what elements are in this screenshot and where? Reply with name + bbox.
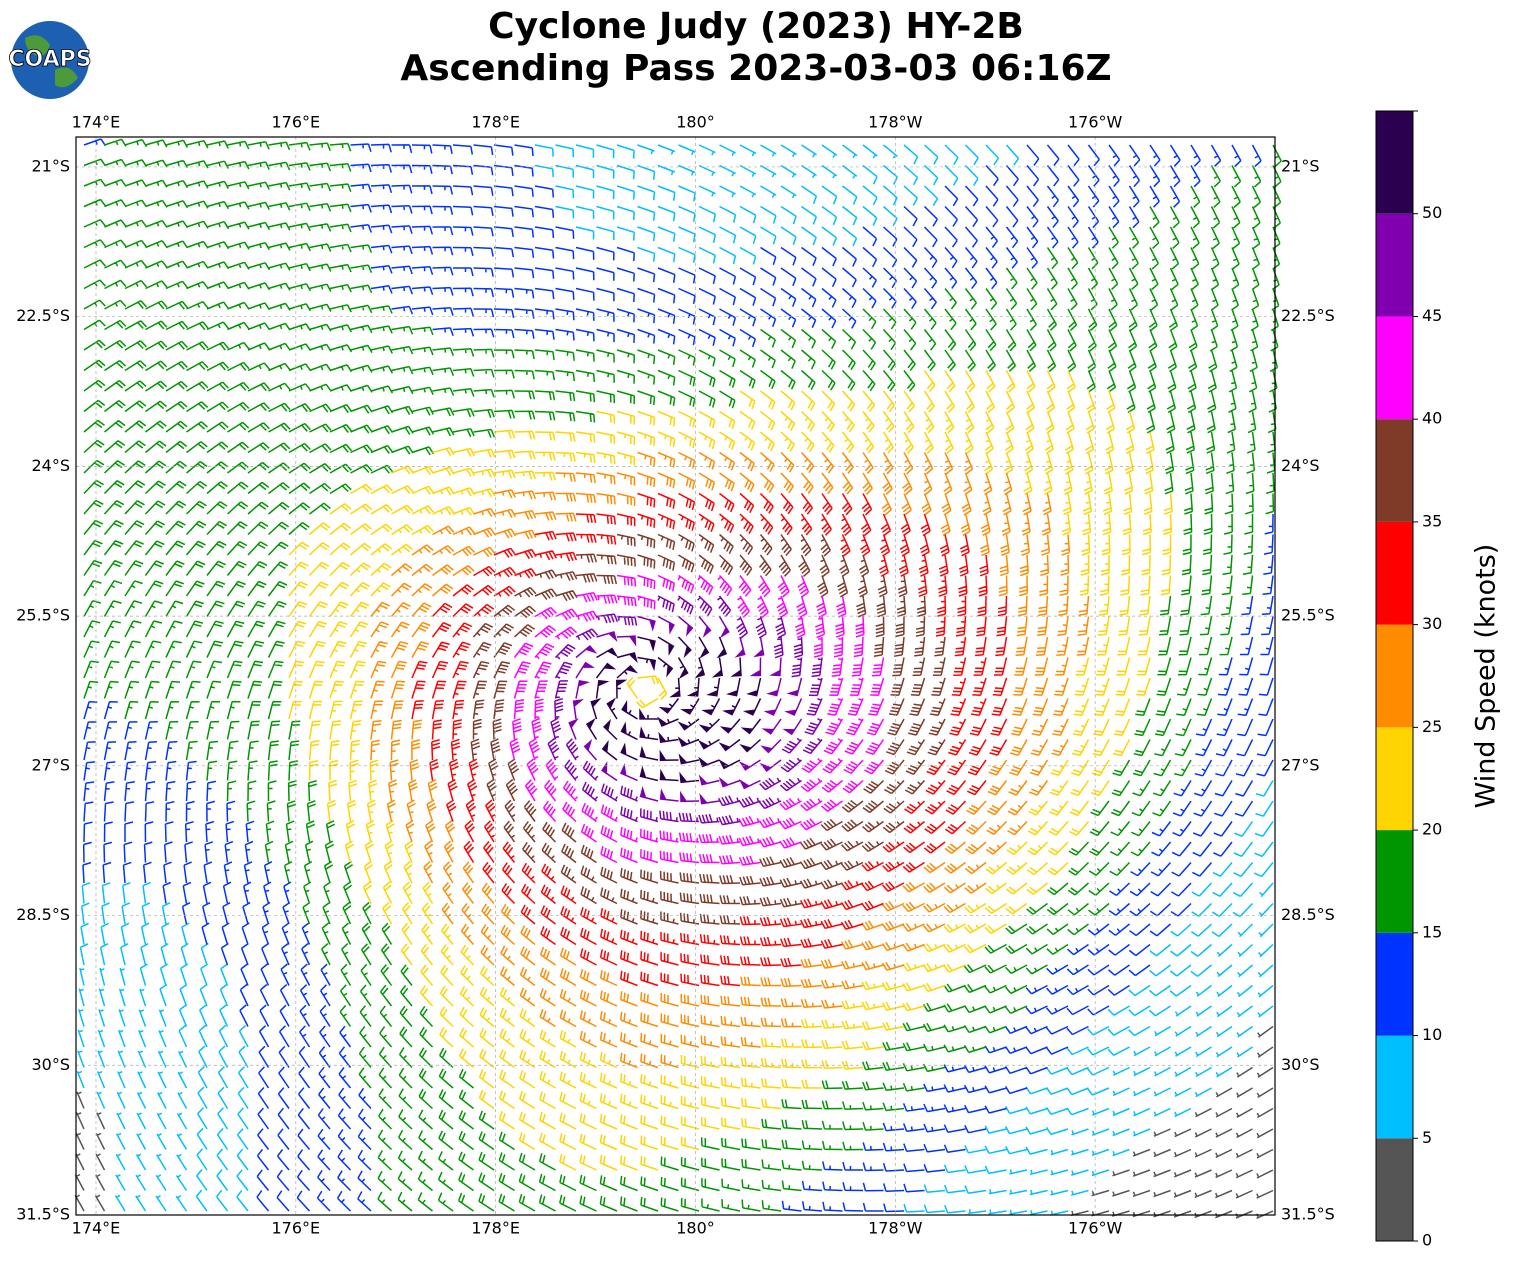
x-tick-label: 174°E	[72, 113, 121, 132]
colorbar-tick-label: 25	[1422, 717, 1442, 736]
colorbar-tick-label: 10	[1422, 1025, 1442, 1044]
colorbar-segment	[1376, 1138, 1413, 1241]
x-tick-label: 176°W	[1068, 1219, 1123, 1238]
colorbar-tick-label: 30	[1422, 614, 1442, 633]
colorbar-segment	[1376, 727, 1413, 831]
colorbar-segment	[1376, 932, 1413, 1036]
barb-group	[74, 1025, 1274, 1219]
colorbar-tick-label: 45	[1422, 306, 1442, 325]
y-tick-label: 24°S	[31, 456, 70, 475]
wind-barbs	[74, 138, 1282, 1219]
colorbar-segment	[1376, 1035, 1413, 1139]
colorbar-frame	[1375, 110, 1414, 1242]
y-tick-label: 25.5°S	[16, 606, 70, 625]
y-tick-label: 28.5°S	[1281, 905, 1335, 924]
barb-group	[509, 574, 885, 866]
y-tick-label: 21°S	[31, 156, 70, 175]
y-tick-label: 30°S	[1281, 1055, 1320, 1074]
barb-group	[288, 370, 1173, 1171]
barb-group	[411, 492, 1008, 987]
y-tick-label: 30°S	[31, 1055, 70, 1074]
y-tick-label: 21°S	[1281, 156, 1320, 175]
logo-text: COAPS	[8, 47, 91, 72]
barb-group	[585, 636, 762, 784]
logo: COAPS	[8, 21, 92, 99]
barb-group	[470, 533, 946, 925]
barb-group	[370, 451, 1090, 1069]
colorbar-tick-label: 40	[1422, 409, 1442, 428]
colorbar-tick-label: 15	[1422, 922, 1442, 941]
y-tick-label: 31.5°S	[16, 1205, 70, 1224]
barb-group	[83, 138, 1282, 1212]
y-tick-label: 25.5°S	[1281, 606, 1335, 625]
x-tick-label: 174°E	[72, 1219, 121, 1238]
barb-group	[76, 144, 1274, 1216]
colorbar-segment	[1376, 213, 1413, 317]
x-tick-label: 180°	[676, 113, 715, 132]
colorbar-segment	[1376, 521, 1413, 625]
title-line: Cyclone Judy (2023) HY-2B	[488, 6, 1024, 47]
barb-group	[82, 138, 1274, 1213]
x-tick-label: 176°W	[1068, 113, 1123, 132]
colorbar-tick-label: 0	[1422, 1231, 1432, 1250]
colorbar-segment	[1376, 419, 1413, 522]
colorbar: 0 5 10 15 20 25 30 35 40 45 50 Wind Speed (knots)	[1375, 110, 1502, 1250]
colorbar-segment	[1376, 111, 1413, 214]
colorbar-tick-label: 50	[1422, 203, 1442, 222]
colorbar-tick-label: 35	[1422, 511, 1442, 530]
colorbar-tick-label: 5	[1422, 1128, 1432, 1147]
y-tick-label: 27°S	[31, 755, 70, 774]
y-tick-label: 24°S	[1281, 456, 1320, 475]
map-frame	[75, 136, 1276, 1216]
x-tick-label: 178°E	[471, 1219, 520, 1238]
colorbar-segment	[1376, 624, 1413, 728]
x-tick-label: 176°E	[271, 1219, 320, 1238]
x-tick-label: 178°W	[868, 113, 923, 132]
x-tick-label: 178°W	[868, 1219, 923, 1238]
x-tick-label: 176°E	[271, 113, 320, 132]
x-tick-label: 178°E	[471, 113, 520, 132]
y-tick-label: 22.5°S	[16, 306, 70, 325]
title-line: Ascending Pass 2023-03-03 06:16Z	[400, 48, 1111, 89]
logo-land	[25, 35, 78, 88]
y-tick-label: 31.5°S	[1281, 1205, 1335, 1224]
colorbar-segment	[1376, 830, 1413, 933]
x-tick-label: 180°	[676, 1219, 715, 1238]
y-tick-label: 22.5°S	[1281, 306, 1335, 325]
colorbar-tick-label: 20	[1422, 820, 1442, 839]
y-tick-label: 28.5°S	[16, 905, 70, 924]
y-tick-label: 27°S	[1281, 755, 1320, 774]
colorbar-segment	[1376, 316, 1413, 420]
colorbar-label: Wind Speed (knots)	[1471, 544, 1502, 809]
barb-group	[547, 595, 823, 826]
